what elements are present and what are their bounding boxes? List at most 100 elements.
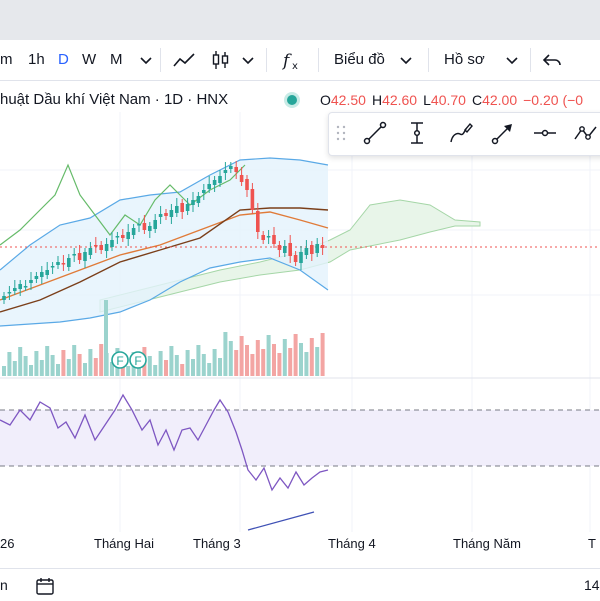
candle-body [164, 213, 168, 216]
candle-body [72, 254, 76, 256]
candle-body [45, 270, 49, 275]
volume-bar [164, 360, 168, 376]
chart-layout-button[interactable]: Biểu đồ [334, 51, 385, 68]
volume-bar [320, 333, 325, 376]
candle-body [142, 223, 147, 230]
event-marker-label: F [116, 354, 123, 368]
volume-bar [104, 300, 108, 376]
candle-body [153, 220, 157, 229]
time-axis[interactable]: 26 Tháng Hai Tháng 3 Tháng 4 Tháng Năm T [0, 536, 600, 560]
event-marker[interactable]: F [111, 351, 129, 369]
candle-body [77, 253, 82, 260]
volume-bar [282, 339, 287, 376]
volume-bar [288, 348, 293, 376]
volume-bar [277, 353, 282, 376]
volume-bar [272, 344, 276, 376]
volume-bar [56, 364, 60, 376]
redo-icon[interactable] [586, 48, 600, 72]
candle-body [293, 255, 298, 262]
candle-body [272, 235, 276, 244]
event-marker-label: F [134, 354, 141, 368]
line-chart-icon[interactable] [172, 48, 196, 72]
change-value: −0.20 (−0 [523, 92, 584, 108]
candle-body [250, 189, 255, 210]
candle-body [212, 180, 217, 185]
candle-body [83, 252, 87, 261]
volume-bar [77, 354, 82, 376]
candlesticks [2, 161, 325, 304]
divergence-trend-line[interactable] [247, 511, 315, 531]
volume-bar [228, 341, 233, 376]
volume-bar [180, 364, 185, 376]
horizontal-line-icon[interactable] [532, 120, 558, 146]
bottom-right-text: 14 [584, 577, 600, 593]
svg-text:f: f [281, 51, 292, 71]
volume-bar [309, 338, 314, 376]
volume-bar [174, 355, 179, 376]
volume-bar [50, 355, 55, 376]
svg-text:x: x [292, 61, 298, 72]
high-value: 42.60 [382, 92, 418, 108]
window-top-strip [0, 0, 600, 40]
toolbar-divider [266, 48, 267, 72]
volume-bar [315, 347, 320, 376]
candle-body [202, 190, 206, 193]
candle-body [185, 204, 190, 211]
candle-body [207, 184, 211, 189]
candle-body [239, 175, 244, 182]
volume-bar [299, 343, 303, 376]
volume-bar [88, 349, 93, 376]
ma-orange [0, 211, 329, 301]
volume-bar [12, 361, 17, 376]
candle-body [320, 245, 325, 248]
trend-line-icon[interactable] [362, 120, 388, 146]
chevron-down-icon[interactable] [134, 48, 158, 72]
volume-bar [304, 352, 309, 376]
interval-1h[interactable]: 1h [28, 51, 45, 68]
candle-body [315, 244, 319, 253]
vertical-measure-icon[interactable] [404, 120, 430, 146]
candle-body [56, 262, 60, 265]
volume-bar [2, 366, 6, 376]
volume-bar [239, 336, 244, 376]
interval-day[interactable]: D [58, 51, 69, 68]
volume-bar [93, 358, 98, 376]
volume-bar [110, 362, 114, 376]
volume-bar [39, 360, 44, 376]
interval-minutes[interactable]: m [0, 51, 13, 68]
arrow-icon[interactable] [490, 120, 516, 146]
close-label: C [471, 92, 483, 108]
candle-body [34, 276, 39, 279]
candle-body [115, 236, 120, 238]
volume-bar [207, 363, 212, 376]
chevron-down-icon[interactable] [236, 48, 260, 72]
chevron-down-icon[interactable] [500, 48, 524, 72]
candles-icon[interactable] [208, 48, 232, 72]
candle-body [310, 245, 314, 254]
candle-body [283, 246, 287, 253]
candle-body [110, 240, 114, 247]
toolbar-divider [160, 48, 161, 72]
interval-week[interactable]: W [82, 51, 97, 68]
candle-body [180, 203, 184, 212]
event-marker[interactable]: F [129, 351, 147, 369]
volume-bar [261, 349, 266, 376]
candle-body [131, 228, 136, 235]
volume-bar [34, 351, 39, 376]
drag-handle-icon[interactable] [336, 124, 346, 142]
volume-bar [45, 346, 50, 376]
volume-bar [223, 332, 228, 376]
undo-icon[interactable] [540, 48, 564, 72]
interval-month[interactable]: M [110, 51, 123, 68]
profile-button[interactable]: Hồ sơ [444, 51, 485, 68]
chevron-down-icon[interactable] [394, 48, 418, 72]
volume-bar [23, 356, 28, 376]
price-chart[interactable]: F F [0, 112, 600, 532]
brush-icon[interactable] [448, 120, 474, 146]
calendar-goto-icon[interactable] [34, 575, 56, 597]
path-icon[interactable] [572, 120, 598, 146]
volume-bar [218, 358, 222, 376]
bottom-left-text[interactable]: n [0, 577, 8, 593]
